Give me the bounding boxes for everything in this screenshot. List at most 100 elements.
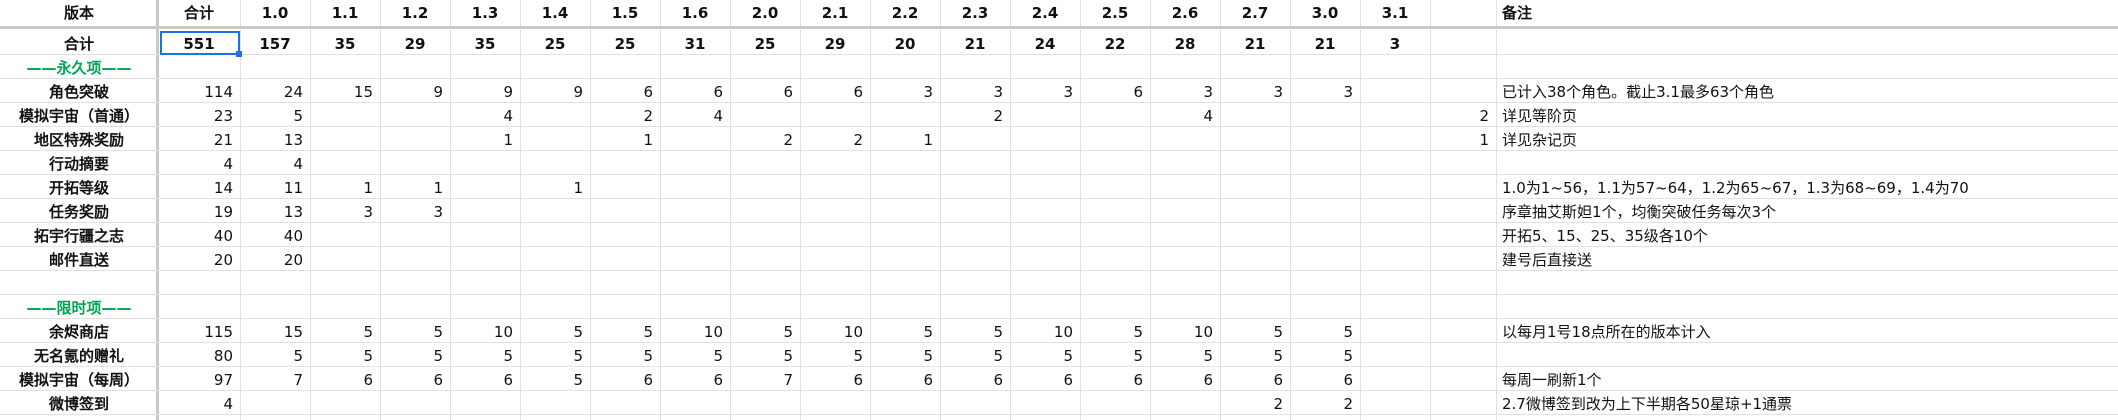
value-cell[interactable] bbox=[660, 200, 730, 224]
value-cell[interactable]: 6 bbox=[643, 371, 653, 389]
value-cell[interactable]: 5 bbox=[783, 323, 793, 341]
value-cell[interactable]: 6 bbox=[1203, 371, 1213, 389]
value-cell[interactable]: 6 bbox=[1133, 83, 1143, 101]
total-cell[interactable]: 157 bbox=[259, 35, 291, 53]
value-cell[interactable]: 3 bbox=[363, 203, 373, 221]
value-cell[interactable] bbox=[520, 224, 590, 248]
value-cell[interactable] bbox=[1430, 320, 1496, 344]
value-cell[interactable] bbox=[870, 152, 940, 176]
column-header[interactable]: 3.1 bbox=[1381, 4, 1409, 22]
value-cell[interactable]: 5 bbox=[433, 323, 443, 341]
value-cell[interactable]: 15 bbox=[353, 83, 373, 101]
value-cell[interactable]: 15 bbox=[283, 323, 303, 341]
value-cell[interactable] bbox=[1430, 80, 1496, 104]
value-cell[interactable]: 6 bbox=[1133, 371, 1143, 389]
value-cell[interactable] bbox=[1290, 200, 1360, 224]
value-cell[interactable] bbox=[240, 392, 310, 416]
value-cell[interactable]: 11 bbox=[283, 179, 303, 197]
value-cell[interactable] bbox=[310, 128, 380, 152]
note-cell[interactable]: 详见等阶页 bbox=[1502, 107, 1578, 125]
value-cell[interactable]: 5 bbox=[853, 347, 863, 365]
value-cell[interactable] bbox=[520, 248, 590, 272]
value-cell[interactable] bbox=[1010, 200, 1080, 224]
value-cell[interactable] bbox=[1150, 392, 1220, 416]
value-cell[interactable] bbox=[590, 176, 660, 200]
value-cell[interactable] bbox=[730, 176, 800, 200]
value-cell[interactable] bbox=[800, 392, 870, 416]
value-cell[interactable] bbox=[380, 248, 450, 272]
value-cell[interactable]: 13 bbox=[283, 131, 303, 149]
value-cell[interactable]: 5 bbox=[293, 107, 303, 125]
column-header[interactable]: 2.4 bbox=[1031, 4, 1059, 22]
value-cell[interactable] bbox=[310, 224, 380, 248]
value-cell[interactable] bbox=[660, 128, 730, 152]
value-cell[interactable] bbox=[1430, 368, 1496, 392]
value-cell[interactable]: 2 bbox=[783, 131, 793, 149]
value-cell[interactable] bbox=[1080, 104, 1150, 128]
value-cell[interactable] bbox=[310, 392, 380, 416]
value-cell[interactable] bbox=[940, 248, 1010, 272]
row-label[interactable]: 合计 bbox=[63, 35, 94, 53]
total-cell[interactable]: 21 bbox=[964, 35, 986, 53]
value-cell[interactable]: 9 bbox=[503, 83, 513, 101]
value-cell[interactable]: 6 bbox=[853, 83, 863, 101]
column-header[interactable]: 合计 bbox=[183, 4, 214, 22]
value-cell[interactable]: 6 bbox=[923, 371, 933, 389]
row-label[interactable] bbox=[0, 272, 158, 296]
value-cell[interactable] bbox=[520, 392, 590, 416]
value-cell[interactable] bbox=[660, 248, 730, 272]
value-cell[interactable] bbox=[940, 152, 1010, 176]
value-cell[interactable] bbox=[1360, 344, 1430, 368]
row-label[interactable]: 余烬商店 bbox=[48, 323, 109, 341]
value-cell[interactable] bbox=[1360, 152, 1430, 176]
value-cell[interactable] bbox=[450, 392, 520, 416]
value-cell[interactable] bbox=[1430, 392, 1496, 416]
value-cell[interactable] bbox=[730, 392, 800, 416]
value-cell[interactable]: 7 bbox=[293, 371, 303, 389]
value-cell[interactable]: 6 bbox=[363, 371, 373, 389]
value-cell[interactable] bbox=[590, 392, 660, 416]
value-cell[interactable] bbox=[870, 248, 940, 272]
value-cell[interactable]: 5 bbox=[1343, 347, 1353, 365]
row-label[interactable]: 模拟宇宙（每周） bbox=[18, 371, 139, 389]
value-cell[interactable] bbox=[1010, 176, 1080, 200]
value-cell[interactable]: 6 bbox=[993, 371, 1003, 389]
column-header[interactable]: 2.3 bbox=[961, 4, 989, 22]
value-cell[interactable]: 80 bbox=[213, 347, 233, 365]
note-cell[interactable]: 以每月1号18点所在的版本计入 bbox=[1502, 323, 1711, 341]
value-cell[interactable]: 3 bbox=[993, 83, 1003, 101]
value-cell[interactable] bbox=[380, 128, 450, 152]
total-cell[interactable]: 29 bbox=[404, 35, 426, 53]
total-cell[interactable]: 29 bbox=[824, 35, 846, 53]
total-cell[interactable]: 21 bbox=[1314, 35, 1336, 53]
value-cell[interactable] bbox=[800, 176, 870, 200]
value-cell[interactable] bbox=[1080, 200, 1150, 224]
value-cell[interactable] bbox=[1430, 224, 1496, 248]
value-cell[interactable] bbox=[800, 200, 870, 224]
value-cell[interactable] bbox=[870, 392, 940, 416]
value-cell[interactable]: 1 bbox=[573, 179, 583, 197]
value-cell[interactable]: 3 bbox=[433, 203, 443, 221]
value-cell[interactable] bbox=[940, 128, 1010, 152]
column-header[interactable]: 1.0 bbox=[261, 4, 289, 22]
value-cell[interactable] bbox=[310, 248, 380, 272]
value-cell[interactable]: 19 bbox=[213, 203, 233, 221]
value-cell[interactable]: 115 bbox=[204, 323, 233, 341]
value-cell[interactable] bbox=[450, 152, 520, 176]
row-label[interactable]: 无名氪的赠礼 bbox=[33, 347, 124, 365]
value-cell[interactable] bbox=[1360, 128, 1430, 152]
value-cell[interactable]: 3 bbox=[1273, 83, 1283, 101]
value-cell[interactable]: 2 bbox=[993, 107, 1003, 125]
active-cell-selection[interactable] bbox=[160, 31, 240, 55]
value-cell[interactable] bbox=[1010, 248, 1080, 272]
value-cell[interactable] bbox=[450, 224, 520, 248]
value-cell[interactable] bbox=[1080, 248, 1150, 272]
value-cell[interactable] bbox=[380, 152, 450, 176]
value-cell[interactable] bbox=[520, 200, 590, 224]
value-cell[interactable] bbox=[1220, 200, 1290, 224]
value-cell[interactable] bbox=[1290, 224, 1360, 248]
value-cell[interactable]: 1 bbox=[363, 179, 373, 197]
value-cell[interactable] bbox=[1150, 128, 1220, 152]
value-cell[interactable]: 6 bbox=[713, 83, 723, 101]
value-cell[interactable]: 5 bbox=[1273, 323, 1283, 341]
